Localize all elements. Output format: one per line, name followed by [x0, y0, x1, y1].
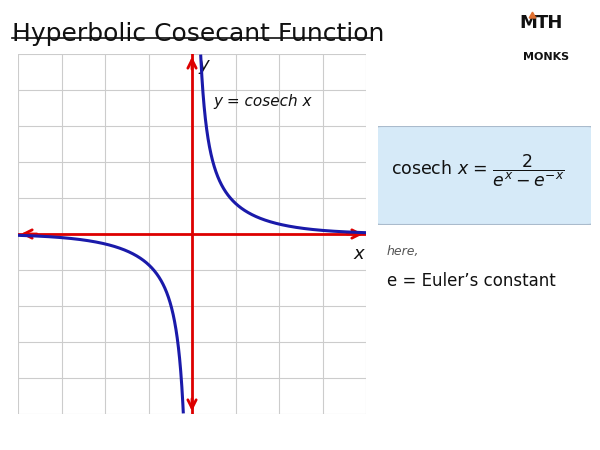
Text: cosech $x$ = $\dfrac{2}{e^x - e^{-x}}$: cosech $x$ = $\dfrac{2}{e^x - e^{-x}}$ [391, 153, 565, 189]
Text: y = cosech x: y = cosech x [214, 94, 312, 108]
Text: y: y [199, 56, 209, 74]
FancyBboxPatch shape [371, 126, 598, 225]
Text: TH: TH [536, 14, 563, 32]
Text: Hyperbolic Cosecant Function: Hyperbolic Cosecant Function [12, 22, 385, 46]
Text: M: M [519, 14, 537, 32]
Text: e = Euler’s constant: e = Euler’s constant [387, 272, 556, 290]
Text: MONKS: MONKS [523, 52, 569, 62]
Text: x: x [353, 245, 364, 263]
Text: here,: here, [387, 245, 419, 258]
